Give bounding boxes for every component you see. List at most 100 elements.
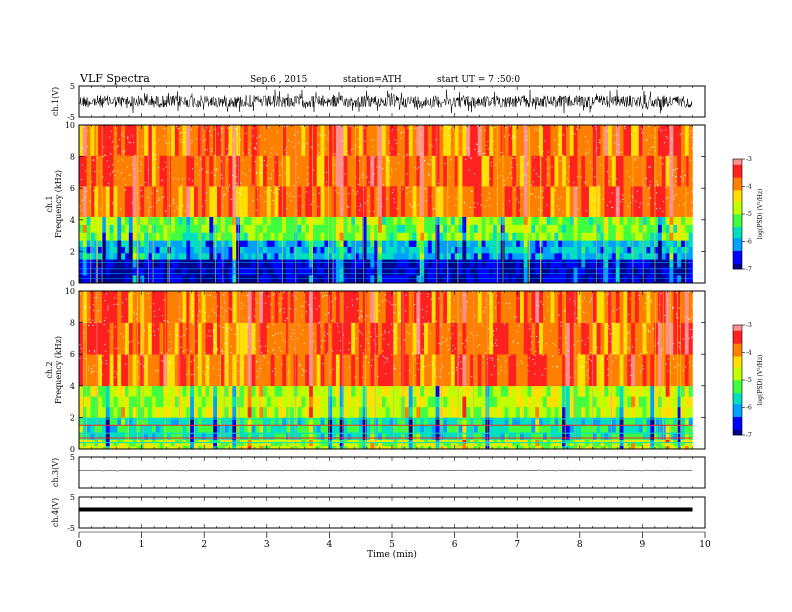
spectrogram-cells-1 [79,125,694,284]
colorbar-tick-label: -7 [746,432,752,439]
ch1-spectrogram-panel: 10 8 6 4 2 0 ch.1Frequency (kHz) [45,121,706,288]
spec2-y-label-line: ch.2 [45,361,54,378]
spec1-y-label-line: ch.1 [45,195,54,212]
colorbar-swatch [733,372,742,375]
colorbar-swatch [733,245,742,248]
colorbar-swatch [733,182,742,185]
colorbar-swatch [733,190,742,193]
colorbar-swatch [733,179,742,182]
ch3-waveform-trace [78,469,693,472]
colorbar-swatch [733,403,742,406]
colorbar-swatch [733,193,742,196]
spec2-y-tick-label: 8 [70,319,75,328]
colorbar-swatch [733,210,742,213]
ch4-y-tick-label: -5 [67,524,75,533]
colorbar-tick-label: -6 [746,405,752,412]
colorbar-swatch [733,197,742,200]
colorbar-swatch [733,431,742,434]
colorbar-swatch [733,429,742,432]
start-time-label: start UT = 7 :50:0 [437,75,520,85]
colorbar-swatch [733,361,742,364]
colorbar-swatch [733,203,742,206]
colorbar-swatch [733,420,742,423]
colorbar-swatch [733,258,742,261]
ch1-colorbar: -3 -4 -5 -6 -7 log(PSD) (V²/Hz) [732,156,764,273]
ch3-y-tick-label: 5 [70,453,75,462]
colorbar-swatch [733,354,742,357]
spec1-y-tick-label: 2 [70,247,75,256]
spec2-y-label: ch.2Frequency (kHz) [45,336,63,404]
colorbar-swatch [733,370,742,373]
ch1-waveform-panel: 5 -5 ch.1(V) [51,82,706,122]
colorbar-swatch [733,389,742,392]
colorbar-swatch [733,261,742,264]
x-tick-label: 7 [514,540,520,550]
colorbar-swatch [733,177,742,180]
spec2-y-tick-label: 10 [65,287,75,296]
colorbar-swatch [733,166,742,169]
colorbar-swatch [733,405,742,408]
colorbar-swatch [733,204,742,207]
x-tick-label: 2 [201,540,207,550]
colorbar-swatch [733,186,742,189]
colorbar-swatch [733,343,742,346]
colorbar-tick-label: -7 [746,266,752,273]
colorbar-swatch [733,381,742,384]
spec2-y-tick-label: 6 [70,350,75,359]
spec1-y-tick-label: 10 [65,121,75,130]
colorbar-swatch [733,265,742,268]
x-tick-label: 6 [452,540,458,550]
colorbar-swatch [733,380,742,383]
ch1-y-tick-label: -5 [67,113,75,122]
colorbar-swatch [733,407,742,410]
colorbar-swatch [733,236,742,239]
colorbar-swatch [733,394,742,397]
colorbar-swatch [733,387,742,390]
ch4-y-label-line: ch.4(V) [51,498,60,527]
colorbar-swatch [733,396,742,399]
colorbar-swatch [733,215,742,218]
colorbar-swatch [733,385,742,388]
colorbar-swatch [733,239,742,242]
colorbar-swatch [733,243,742,246]
colorbar-swatch [733,221,742,224]
colorbar-swatch [733,365,742,368]
colorbar-swatch [733,330,742,333]
colorbar-swatch [733,184,742,187]
colorbar-swatch [733,328,742,331]
colorbar-swatch [733,175,742,178]
colorbar-swatch [733,356,742,359]
colorbar-swatch [733,250,742,253]
spec2-y-label-line: Frequency (kHz) [54,336,63,404]
colorbar-swatch [733,254,742,257]
colorbar-label: log(PSD) (V²/Hz) [757,355,764,406]
colorbar-swatch [733,359,742,362]
ch4-waveform-frame [78,496,706,529]
colorbar-swatch [733,433,742,436]
ch3-waveform-panel: 5 ch.3(V) [51,453,706,489]
colorbar-swatch [733,334,742,337]
colorbar-swatch [733,223,742,226]
x-tick-label: 4 [327,540,333,550]
colorbar-swatch [733,164,742,167]
colorbar-swatch [733,173,742,176]
x-tick-label: 3 [264,540,270,550]
colorbar-swatch [733,332,742,335]
spec1-y-tick-label: 8 [70,153,75,162]
colorbar-swatch [733,247,742,250]
ch4-y-label: ch.4(V) [51,498,60,527]
spec1-y-tick-label: 6 [70,184,75,193]
colorbar-swatch [733,263,742,266]
colorbar-tick-label: -5 [746,211,752,218]
colorbar-swatch [733,398,742,401]
spec1-y-tick-label: 4 [70,216,75,225]
colorbar-swatch [733,363,742,366]
colorbar-swatch [733,402,742,405]
colorbar-swatch [733,225,742,228]
colorbar-swatch [733,241,742,244]
spec1-y-label: ch.1Frequency (kHz) [45,170,63,238]
figure-title: VLF Spectra [79,72,150,85]
colorbar-tick-label: -3 [746,322,752,329]
spec2-y-tick-label: 4 [70,382,75,391]
colorbar-swatch [733,162,742,165]
